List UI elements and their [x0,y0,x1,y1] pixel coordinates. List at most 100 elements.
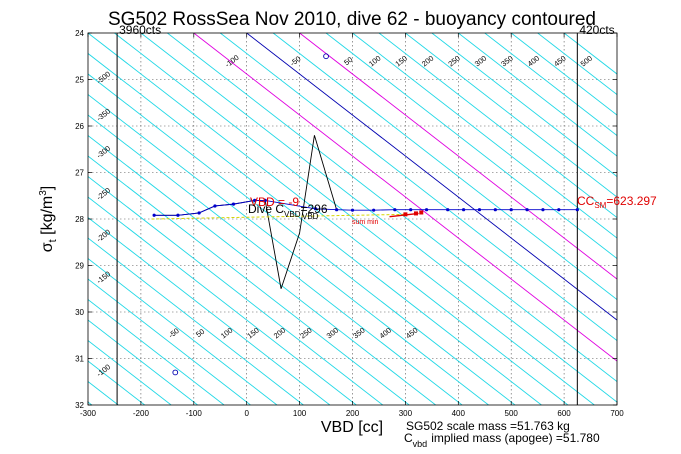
buoyancy-contour-cyan [431,33,617,178]
buoyancy-contour-cyan [352,33,617,239]
y-axis-label-units-sup: 3 [38,190,49,196]
buoyancy-contour-magenta [299,33,617,280]
buoyancy-contour-cyan [272,33,617,301]
buoyancy-contour-cyan [378,33,617,219]
y-tick-label: 30 [75,308,84,317]
neutral-point [313,207,318,211]
neutral-point [213,204,217,208]
buoyancy-contour-cyan [114,33,595,405]
x-tick-label: -100 [186,409,203,418]
buoyancy-contour-cyan [88,73,516,405]
buoyancy-contour-cyan [219,33,617,342]
vbd-limit-label: 3960cts [119,23,161,37]
apogee-marker [419,210,424,215]
buoyancy-contour-cyan [88,134,436,405]
implied-mass-value: implied mass (apogee) =51.780 [431,431,600,445]
y-tick-label: 25 [75,76,84,85]
buoyancy-contour-cyan [88,257,278,405]
scale-mass-label: SG502 scale mass =51.763 kg [406,419,570,433]
y-tick-label: 29 [75,262,84,271]
y-axis-label-sub: t [47,239,59,242]
buoyancy-contour-magenta [193,33,617,362]
neutral-point [575,208,579,212]
implied-mass-label: Cvbd implied mass (apogee) =51.780 [404,431,600,449]
neutral-point [350,208,355,212]
y-tick-label: 26 [75,122,84,131]
neutral-point [372,208,376,212]
neutral-point [493,208,497,212]
buoyancy-contour-cyan [484,33,617,137]
buoyancy-contour-cyan [88,93,489,405]
buoyancy-contour-cyan [88,278,251,405]
neutral-point [335,208,339,212]
buoyancy-contour-cyan [88,339,172,405]
data-series [151,53,579,376]
fit-line [151,213,406,220]
vbd-limit-label: 420cts [579,23,614,37]
neutral-point [231,202,236,206]
buoyancy-contour-cyan [88,298,225,405]
buoyancy-contour-cyan [88,175,384,405]
cc-sm-value: =623.297 [606,194,657,208]
grid [88,33,617,405]
x-tick-label: 100 [293,409,307,418]
dive-cvbd-value: =296 [300,202,327,216]
y-tick-label: 28 [75,215,84,224]
x-axis-ticks: -300 -200 -100 0 100 200 300 400 500 600 700 [80,33,624,418]
buoyancy-contour-cyan [325,33,617,260]
buoyancy-contour-cyan [458,33,617,157]
buoyancy-contour-cyan [88,114,463,405]
neutral-point [509,208,513,212]
neutral-point [152,213,156,217]
neutral-point [393,208,397,212]
neutral-point [253,198,257,202]
neutral-contour-marker [172,369,179,376]
y-axis-label-units-close: ] [39,186,56,190]
neutral-point [197,211,201,215]
implied-mass-c: C [404,431,413,445]
buoyancy-contour-cyan [0,33,39,405]
neutral-point [541,208,545,212]
apogee-segment [389,212,419,218]
x-tick-label: 400 [452,409,466,418]
buoyancy-contour-cyan [88,33,569,405]
x-tick-label: 0 [244,409,249,418]
cc-sm-annotation: CCSM=623.297 [577,194,657,210]
vbd-small-label: VBD [302,212,319,221]
y-tick-label: 32 [75,401,84,410]
sum-min-label: sum min [352,219,379,226]
x-tick-label: 300 [399,409,413,418]
buoyancy-contour-neutral [246,33,617,321]
neutral-point [461,208,466,212]
x-tick-label: -300 [80,409,97,418]
buoyancy-contour-cyan [88,319,198,405]
neutral-point [176,213,180,217]
y-tick-label: 31 [75,355,84,364]
x-tick-label: 200 [346,409,360,418]
y-tick-label: 27 [75,169,84,178]
neutral-point [424,208,429,212]
x-tick-label: -200 [133,409,150,418]
neutral-point [525,208,529,212]
vbd-limit-lines: 3960cts 420cts [116,23,615,405]
x-tick-label: 500 [505,409,519,418]
dive-cvbd-sub: VBD [284,210,301,219]
neutral-point [557,208,561,212]
buoyancy-contours [0,33,617,405]
cc-sm-pre: CC [577,194,595,208]
dive-cvbd-pre: Dive C [248,202,284,216]
x-tick-label: 600 [557,409,571,418]
buoyancy-contour-cyan [405,33,617,198]
dive-cvbd-annotation: Dive CVBD=296 [248,202,328,219]
buoyancy-contour-cyan [510,33,617,116]
y-axis-label-main: σ [39,242,56,252]
buoyancy-contour-cyan [167,33,617,383]
neutral-point [477,208,482,212]
implied-mass-sub: vbd [413,439,428,449]
y-tick-label: 24 [75,29,84,38]
cc-sm-sub: SM [594,201,606,210]
y-axis-label: σt [kg/m3] [38,186,59,253]
neutral-point [446,208,450,212]
x-tick-label: 700 [610,409,624,418]
